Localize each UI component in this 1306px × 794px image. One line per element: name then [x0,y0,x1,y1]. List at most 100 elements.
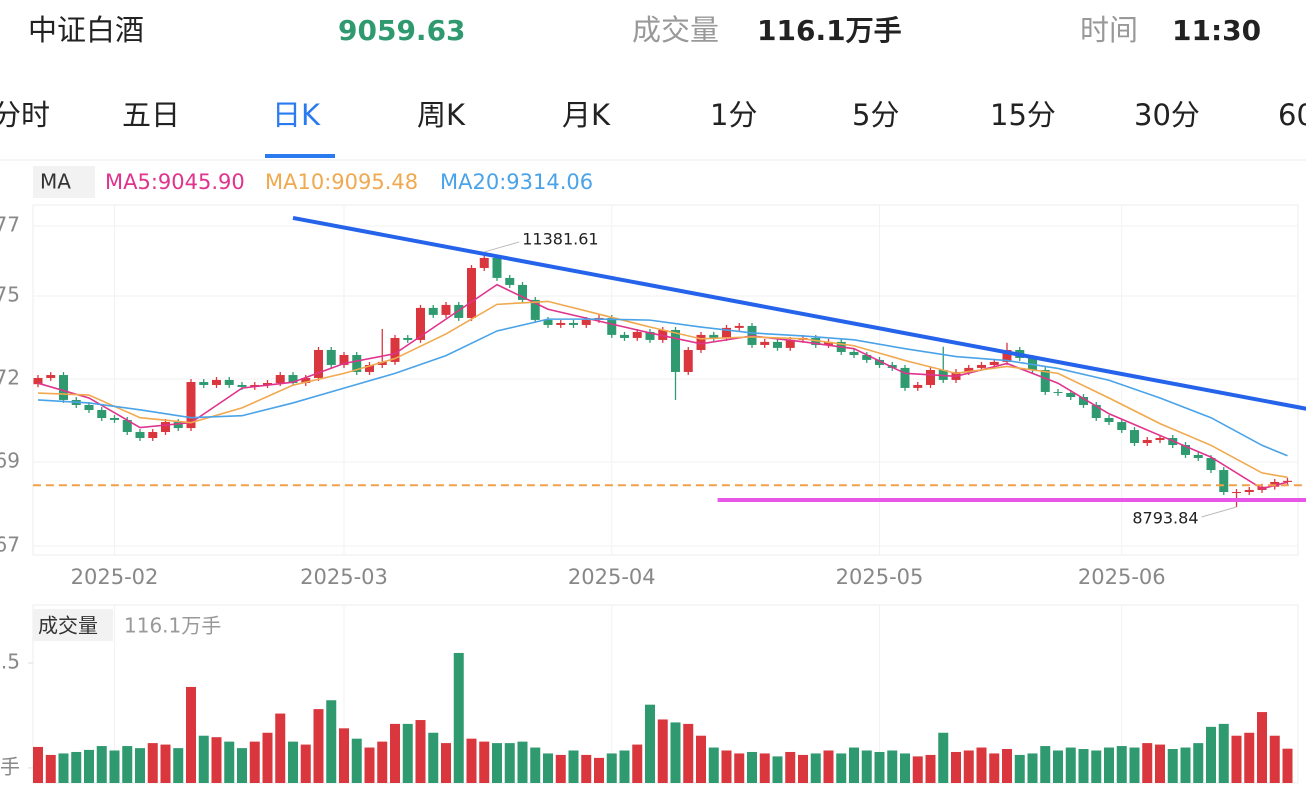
tab[interactable]: 周K [417,98,466,132]
volume-bar [339,728,349,783]
volume-bar [377,741,388,783]
candle-body [288,375,298,384]
candle-body [530,299,540,320]
candle-body [543,319,553,325]
volume-bar [849,747,859,783]
y-tick-label: 77 [0,212,20,236]
time-label: 时间 [1080,13,1138,47]
candle-body [773,341,782,348]
candle-body [122,419,132,432]
candle-body [913,384,923,388]
candle-body [135,431,145,439]
volume-bar [198,735,209,783]
volume-bar [504,743,515,783]
volume-bar [912,756,923,783]
tab-underline [265,154,335,158]
volume-bar [1142,743,1153,783]
volume-bar [543,753,553,783]
candle-body [84,404,94,411]
candle-body [479,257,489,268]
volume-bar [785,751,796,783]
candle-body [1283,480,1292,482]
x-tick-label: 2025-05 [836,565,924,589]
candle-body [811,337,821,345]
tab[interactable]: 月K [562,98,611,132]
candle-body [161,422,170,432]
tab[interactable]: 30分 [1134,98,1200,132]
candle-body [709,334,719,338]
volume-bar [989,753,1000,783]
volume-tick-label: 手 [0,754,20,778]
candle-body [760,341,770,345]
candle-body [1219,470,1229,493]
candle-body [1193,454,1203,459]
tab[interactable]: 分时 [0,98,50,132]
volume-bar [275,713,286,783]
volume-bar [747,751,757,783]
candle-body [1079,397,1088,405]
candle-body [59,375,68,400]
volume-bar [479,741,490,783]
volume-bar [606,753,617,783]
volume-bar [645,704,655,783]
candle-body [569,322,578,325]
volume-bar [173,748,184,783]
candle-body [1053,391,1063,393]
volume-bar [670,722,681,783]
volume-bar [224,741,235,783]
candle-body [46,375,56,378]
volume-bar [836,753,847,783]
candle-body [1155,438,1165,440]
candle-body [1066,392,1076,398]
candle-body [199,382,209,385]
tab[interactable]: 五日 [122,98,180,132]
candle-body [1130,430,1139,444]
volume-bar [1014,754,1025,783]
volume-bar [186,686,196,783]
ma-legend: MA10:9095.48 [265,170,418,194]
candle-body [581,319,591,325]
volume-bar [517,741,528,783]
candle-body [1244,489,1254,493]
tab[interactable]: 15分 [990,98,1056,132]
candle-body [926,369,935,385]
volume-bar [900,753,910,783]
candle-body [683,349,693,372]
volume-bar [160,744,171,783]
tab[interactable]: 1分 [710,98,757,132]
volume-bar [313,709,324,783]
candle-body [390,337,400,362]
volume-label: 成交量 [632,13,719,47]
y-tick-label: 72 [0,365,20,389]
volume: 116.1万手 [757,14,902,47]
tab[interactable]: 60分 [1278,98,1306,132]
volume-bar [1193,743,1204,783]
volume-bar [147,743,158,783]
candle-body [518,284,527,300]
candle-body [977,364,986,368]
candle-body [416,307,425,340]
volume-bar [1129,747,1140,783]
candle-body [441,304,451,315]
candle-body [862,355,872,360]
candle-body [301,377,311,384]
volume-bar [364,747,375,783]
volume-bar [351,738,362,783]
candle-body [900,367,910,388]
tab[interactable]: 日K [272,98,321,132]
ma-line [37,318,1288,457]
candle-body [173,422,183,429]
volume-bar [300,744,311,783]
volume-bar [288,741,298,783]
max-leader [484,241,520,253]
tab[interactable]: 5分 [852,98,899,132]
volume-bar [390,723,400,783]
volume-bar [1282,748,1293,783]
volume-bar [33,746,43,783]
candle-body [263,383,272,385]
volume-bar [708,747,719,783]
volume-bar [1002,749,1012,783]
candle-body [696,334,706,350]
volume-bar [632,744,643,783]
